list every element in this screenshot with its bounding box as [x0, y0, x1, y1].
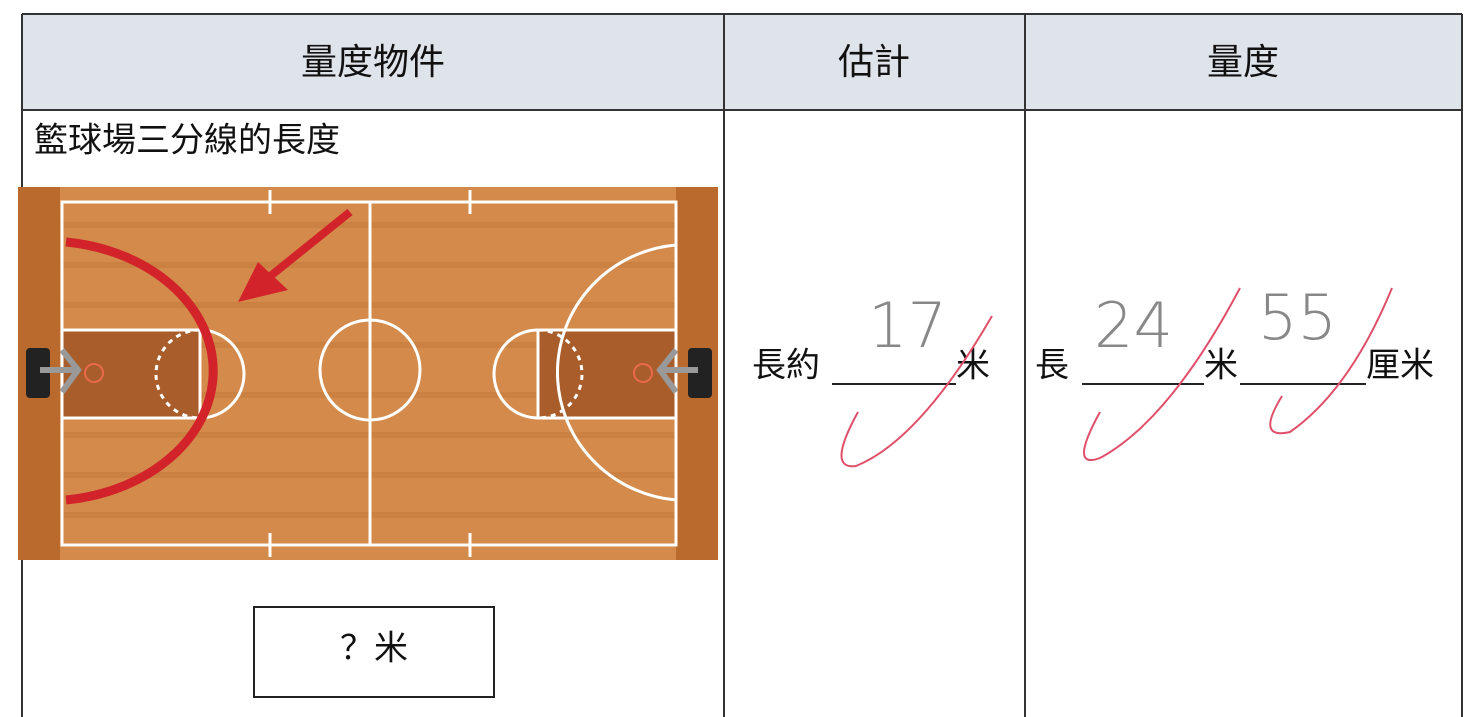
- header-row: [22, 14, 1462, 110]
- measure-meters: 24: [1094, 289, 1173, 362]
- estimate-prefix: 長約: [752, 346, 820, 386]
- header-cell: 估計: [838, 42, 910, 83]
- object-label: 籃球場三分線的長度: [34, 121, 340, 161]
- measure-meter-unit: 米: [1204, 346, 1238, 386]
- measure-centimeters: 55: [1258, 281, 1337, 354]
- answer-box: [253, 606, 495, 698]
- header-cell: 量度: [1207, 42, 1279, 83]
- measure-centimeter-unit: 厘米: [1366, 346, 1434, 386]
- estimate-value: 17: [868, 289, 947, 362]
- measure-prefix: 長: [1035, 346, 1069, 386]
- check-mark: [1269, 287, 1393, 435]
- check-mark: [1083, 287, 1241, 461]
- check-mark: [840, 315, 993, 468]
- court-image: [18, 187, 718, 560]
- answer-box-label: ？米: [340, 629, 408, 669]
- header-cell: 量度物件: [301, 42, 445, 83]
